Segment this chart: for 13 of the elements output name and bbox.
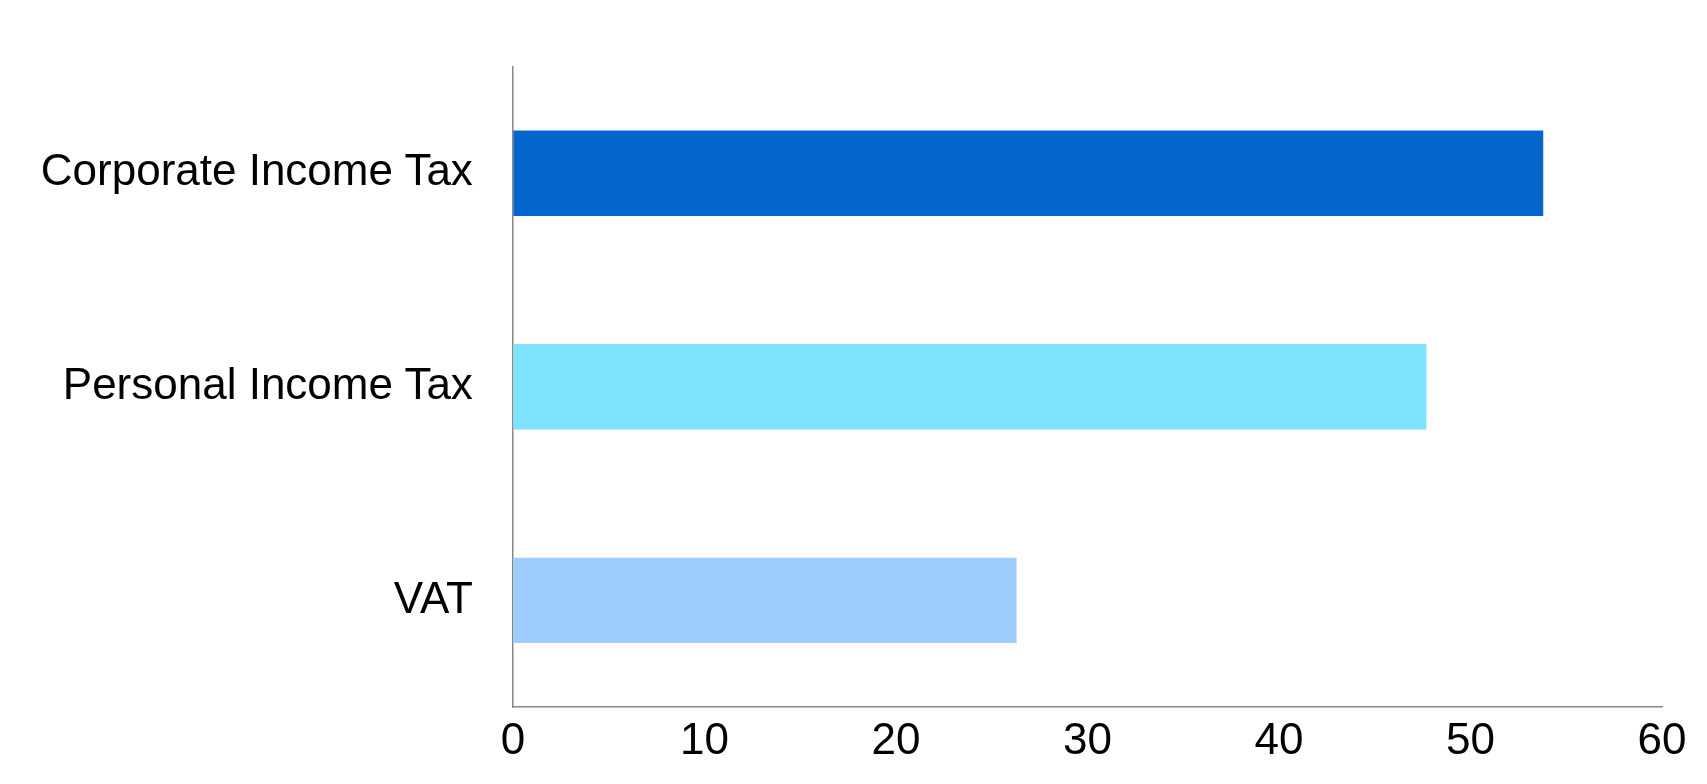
x-tick-label: 20: [871, 713, 921, 763]
x-tick-label: 40: [1254, 713, 1304, 763]
x-tick-label: 50: [1446, 713, 1495, 763]
bar: [513, 557, 1017, 644]
bar: [513, 344, 1427, 430]
x-tick-label: 10: [679, 713, 729, 763]
x-tick-label: 60: [1637, 713, 1687, 763]
x-tick-label: 30: [1062, 713, 1112, 763]
y-tick-label: Corporate Income Tax: [40, 145, 473, 195]
x-tick-label: 0: [500, 713, 526, 763]
y-tick-label: Personal Income Tax: [62, 358, 473, 408]
y-tick-label: VAT: [393, 572, 473, 622]
bar: [513, 130, 1544, 216]
